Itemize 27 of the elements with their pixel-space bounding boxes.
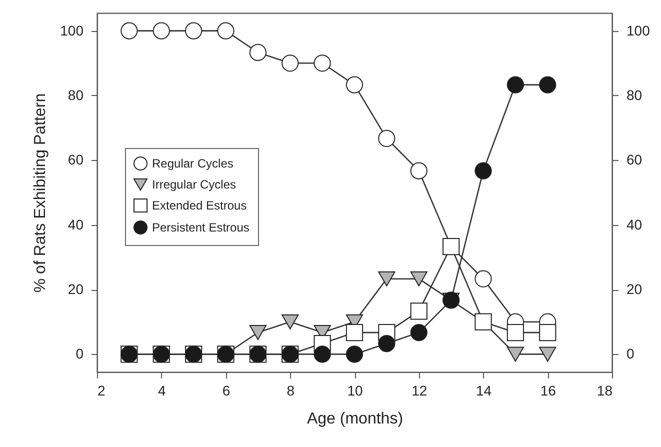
y2-tick-label: 0 bbox=[626, 346, 634, 362]
legend-label: Extended Estrous bbox=[152, 198, 247, 212]
legend-label: Regular Cycles bbox=[152, 156, 234, 170]
x-tick-label: 10 bbox=[347, 382, 363, 398]
y-tick-label: 80 bbox=[68, 86, 84, 103]
y2-tick-label: 100 bbox=[626, 22, 650, 38]
y-tick-label: 100 bbox=[60, 22, 84, 38]
y2-tick-label: 40 bbox=[626, 216, 642, 232]
y-tick-label: 60 bbox=[68, 152, 84, 168]
y2-tick-label: 60 bbox=[626, 152, 642, 168]
x-tick-label: 12 bbox=[412, 382, 428, 398]
x-axis-title: Age (months) bbox=[306, 410, 404, 428]
x-tick-label: 2 bbox=[98, 382, 106, 398]
y-tick-label: 0 bbox=[76, 346, 84, 362]
y2-tick-label: 80 bbox=[626, 86, 642, 103]
y-axis-title: % of Rats Exhibiting Pattern bbox=[32, 93, 50, 293]
y-tick-label: 40 bbox=[68, 216, 84, 232]
y-tick-label: 20 bbox=[68, 281, 84, 298]
x-tick-label: 8 bbox=[286, 382, 295, 398]
x-tick-label: 14 bbox=[476, 382, 492, 398]
x-tick-label: 16 bbox=[540, 382, 556, 398]
x-tick-label: 6 bbox=[222, 382, 230, 398]
legend-label: Irregular Cycles bbox=[152, 178, 236, 192]
x-tick-label: 4 bbox=[158, 382, 166, 398]
y2-tick-label: 20 bbox=[626, 281, 642, 298]
x-tick-label: 18 bbox=[596, 382, 613, 398]
legend-label: Persistent Estrous bbox=[152, 220, 250, 234]
